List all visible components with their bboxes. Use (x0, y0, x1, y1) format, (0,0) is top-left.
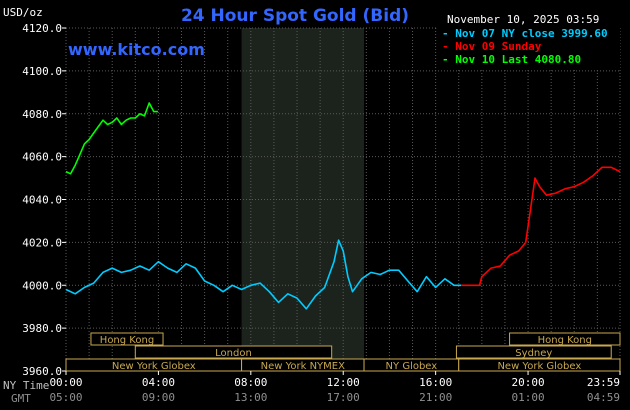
ny-time-label: NY Time (3, 379, 49, 392)
session-label: Hong Kong (100, 335, 154, 346)
gmt-tick-label: 01:00 (511, 391, 544, 404)
y-unit-label: USD/oz (3, 6, 43, 19)
gmt-tick-label: 04:59 (587, 391, 620, 404)
y-tick-label: 4060.0 (22, 151, 62, 164)
y-tick-label: 4020.0 (22, 236, 62, 249)
x-tick-label: 20:00 (511, 376, 544, 389)
y-tick-label: 3980.0 (22, 322, 62, 335)
site-name: www.kitco.com (68, 40, 205, 59)
x-tick-label: 12:00 (327, 376, 360, 389)
y-tick-label: 4120.0 (22, 22, 62, 35)
x-tick-label: 16:00 (419, 376, 452, 389)
gmt-tick-label: 17:00 (327, 391, 360, 404)
price-series (65, 102, 621, 310)
y-tick-label: 4080.0 (22, 108, 62, 121)
gmt-tick-label: 05:00 (49, 391, 82, 404)
legend-item: - Nov 09 Sunday (442, 40, 542, 53)
session-label: Sydney (515, 348, 552, 359)
session-label: Hong Kong (538, 335, 592, 346)
legend-box (438, 27, 620, 69)
session-box (455, 345, 612, 359)
gmt-tick-label: 21:00 (419, 391, 452, 404)
series-line (65, 239, 462, 310)
x-tick-label: 04:00 (142, 376, 175, 389)
x-tick-label: 08:00 (234, 376, 267, 389)
grid-lines (65, 27, 621, 372)
legend: - Nov 07 NY close 3999.60- Nov 09 Sunday… (438, 27, 620, 69)
session-label: New York Globex (497, 361, 581, 372)
legend-item: - Nov 07 NY close 3999.60 (442, 27, 608, 40)
y-tick-label: 4100.0 (22, 65, 62, 78)
legend-item: - Nov 10 Last 4080.80 (442, 53, 581, 66)
market-sessions: Hong Kong London New York Globex New York N… (65, 332, 621, 372)
session-box (509, 332, 621, 346)
series-line (65, 102, 158, 175)
timestamp: November 10, 2025 03:59 (447, 13, 599, 26)
y-tick-label: 4040.0 (22, 194, 62, 207)
session-label: NY Globex (386, 361, 438, 372)
session-box (458, 358, 621, 372)
x-tick-label: 00:00 (49, 376, 82, 389)
chart-title: 24 Hour Spot Gold (Bid) (181, 6, 409, 26)
session-label: London (215, 348, 252, 359)
gmt-label: GMT (11, 392, 31, 405)
y-axis-ticks: 3960.0 3980.0 4000.0 4020.0 4040.0 4060.0 4080… (22, 22, 66, 378)
gmt-tick-label: 09:00 (142, 391, 175, 404)
y-tick-label: 3960.0 (22, 365, 62, 378)
session-label: New York Globex (112, 361, 196, 372)
session-box (90, 332, 164, 346)
session-box (134, 345, 333, 359)
y-tick-label: 4000.0 (22, 279, 62, 292)
gmt-axis-ticks: 05:00 09:00 13:00 17:00 21:00 01:00 04:59 (49, 391, 620, 404)
session-label: New York NYMEX (261, 361, 346, 372)
series-line (461, 166, 621, 287)
x-axis-ticks: 00:00 04:00 08:00 12:00 16:00 20:00 23:59 (49, 371, 621, 389)
gmt-tick-label: 13:00 (234, 391, 267, 404)
x-tick-label: 23:59 (587, 376, 620, 389)
